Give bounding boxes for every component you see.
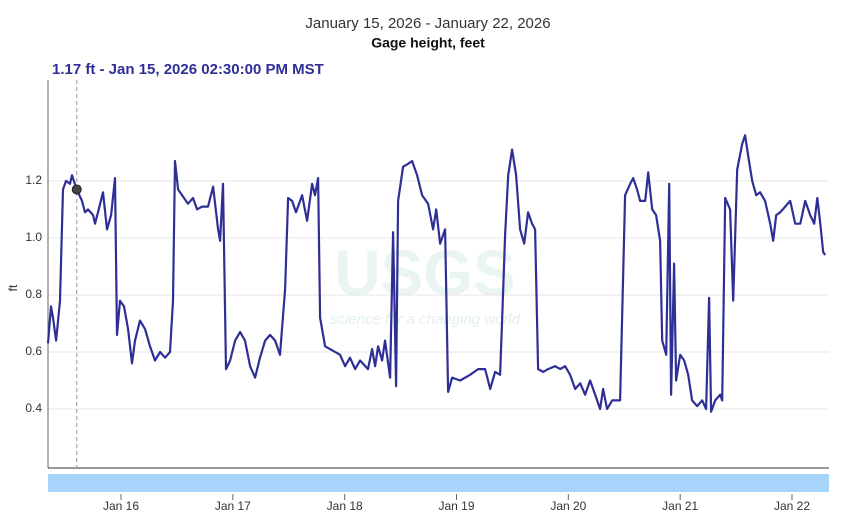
- tooltip-label: 1.17 ft - Jan 15, 2026 02:30:00 PM MST: [52, 61, 324, 78]
- watermark-logo: USGS: [334, 237, 515, 309]
- x-tick-label: Jan 20: [550, 499, 586, 513]
- y-axis-label: ft: [6, 284, 20, 291]
- data-line: [46, 134, 827, 413]
- navigator[interactable]: [48, 474, 829, 492]
- x-tick-label: Jan 21: [662, 499, 698, 513]
- x-tick-label: Jan 16: [103, 499, 139, 513]
- x-tick-label: Jan 18: [327, 499, 363, 513]
- x-tick-label: Jan 17: [215, 499, 251, 513]
- watermark-tagline: science for a changing world: [330, 311, 521, 328]
- hover-marker: [71, 184, 82, 195]
- x-tick-label: Jan 22: [774, 499, 810, 513]
- chart-title: January 15, 2026 - January 22, 2026: [305, 15, 550, 32]
- y-tick-label: 1.0: [25, 230, 42, 244]
- chart-subtitle: Gage height, feet: [371, 35, 485, 51]
- y-tick-label: 0.4: [25, 401, 42, 415]
- x-tick-label: Jan 19: [438, 499, 474, 513]
- y-tick-label: 1.2: [25, 173, 42, 187]
- y-tick-label: 0.8: [25, 287, 42, 301]
- y-tick-label: 0.6: [25, 344, 42, 358]
